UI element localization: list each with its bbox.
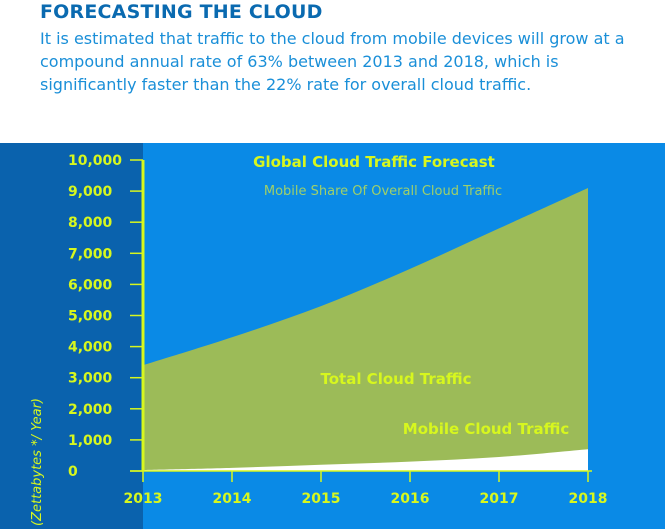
y-tick-label: 6,000	[68, 277, 113, 293]
y-tick-label: 1,000	[68, 433, 113, 449]
page-title: FORECASTING THE CLOUD	[40, 1, 323, 23]
y-tick-label: 5,000	[68, 309, 113, 325]
y-tick-label: 8,000	[68, 215, 113, 231]
x-tick-label: 2018	[569, 491, 608, 507]
series-label-total: Total Cloud Traffic	[320, 370, 471, 388]
y-tick-label: 3,000	[68, 371, 113, 387]
chart-panel-left	[0, 143, 143, 529]
series-label-mobile: Mobile Cloud Traffic	[403, 420, 569, 438]
x-tick-label: 2016	[391, 491, 430, 507]
chart-subtitle: Mobile Share Of Overall Cloud Traffic	[264, 184, 502, 199]
x-tick-label: 2014	[213, 491, 252, 507]
y-tick-label: 0	[68, 464, 78, 480]
series-area-mobile	[143, 449, 588, 471]
y-tick-label: 2,000	[68, 402, 113, 418]
series-area-total	[143, 187, 588, 472]
chart: 0 1,000 2,000 3,000 4,000 5,000 6,000 7,000 8,00…	[0, 143, 665, 529]
y-axis-label: (Zettabytes */ Year)	[30, 398, 45, 526]
chart-title: Global Cloud Traffic Forecast	[253, 153, 495, 171]
y-tick-label: 4,000	[68, 340, 113, 356]
page-subtitle: It is estimated that traffic to the clou…	[40, 29, 625, 94]
x-tick-label: 2015	[302, 491, 341, 507]
header: FORECASTING THE CLOUD It is estimated th…	[40, 0, 660, 96]
y-tick-label: 7,000	[68, 246, 113, 262]
x-tick-label: 2017	[480, 491, 519, 507]
y-tick-label: 9,000	[68, 184, 113, 200]
x-tick-label: 2013	[124, 491, 163, 507]
y-tick-label: 10,000	[68, 153, 122, 169]
